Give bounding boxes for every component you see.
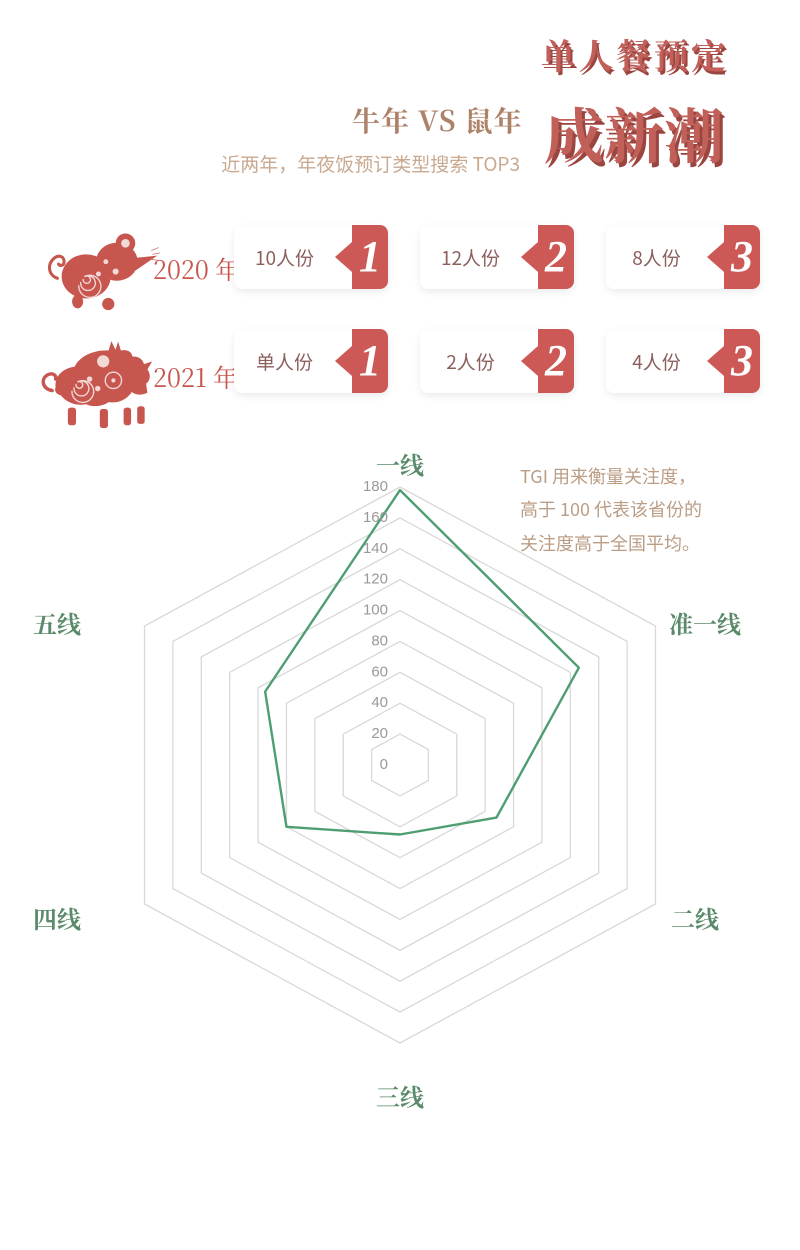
svg-text:160: 160 xyxy=(363,509,388,526)
svg-text:100: 100 xyxy=(363,602,388,619)
svg-text:80: 80 xyxy=(371,632,388,649)
svg-text:0: 0 xyxy=(380,756,388,773)
svg-text:120: 120 xyxy=(363,571,388,588)
svg-text:140: 140 xyxy=(363,540,388,557)
svg-text:20: 20 xyxy=(371,725,388,742)
svg-text:60: 60 xyxy=(371,663,388,680)
svg-text:40: 40 xyxy=(371,694,388,711)
